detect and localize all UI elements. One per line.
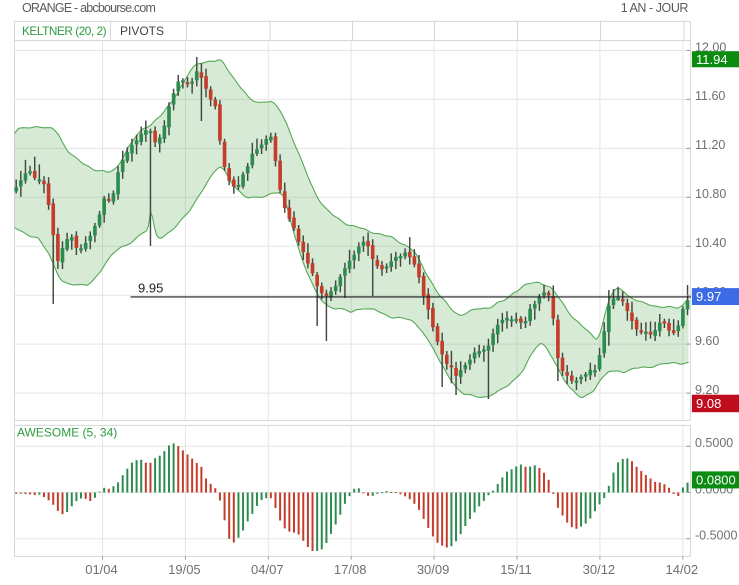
svg-text:19/05: 19/05 xyxy=(168,562,201,577)
svg-text:15/11: 15/11 xyxy=(500,562,532,577)
svg-text:AWESOME (5, 34): AWESOME (5, 34) xyxy=(17,426,117,440)
svg-text:11.20: 11.20 xyxy=(695,138,725,152)
svg-text:-0.5000: -0.5000 xyxy=(695,529,737,543)
svg-text:0.5000: 0.5000 xyxy=(695,436,733,450)
svg-text:9.08: 9.08 xyxy=(696,396,721,411)
svg-text:11.60: 11.60 xyxy=(695,89,725,103)
svg-text:11.94: 11.94 xyxy=(696,52,728,67)
svg-text:9.60: 9.60 xyxy=(695,334,719,348)
svg-text:KELTNER (20, 2): KELTNER (20, 2) xyxy=(22,24,107,38)
svg-text:9.97: 9.97 xyxy=(696,289,721,304)
svg-text:10.80: 10.80 xyxy=(695,187,726,201)
svg-text:14/02: 14/02 xyxy=(666,562,699,577)
svg-text:ORANGE - abcbourse.com: ORANGE - abcbourse.com xyxy=(22,1,156,15)
svg-text:30/12: 30/12 xyxy=(583,562,616,577)
svg-text:01/04: 01/04 xyxy=(85,562,118,577)
svg-text:04/07: 04/07 xyxy=(251,562,284,577)
svg-text:30/09: 30/09 xyxy=(417,562,450,577)
svg-text:0.0800: 0.0800 xyxy=(696,473,736,488)
svg-text:17/08: 17/08 xyxy=(334,562,367,577)
svg-text:9.20: 9.20 xyxy=(695,383,719,397)
svg-text:10.40: 10.40 xyxy=(695,236,726,250)
svg-text:9.95: 9.95 xyxy=(138,281,163,296)
svg-text:12.00: 12.00 xyxy=(695,40,726,54)
svg-text:PIVOTS: PIVOTS xyxy=(120,24,164,38)
svg-text:1 AN - JOUR: 1 AN - JOUR xyxy=(621,1,689,15)
